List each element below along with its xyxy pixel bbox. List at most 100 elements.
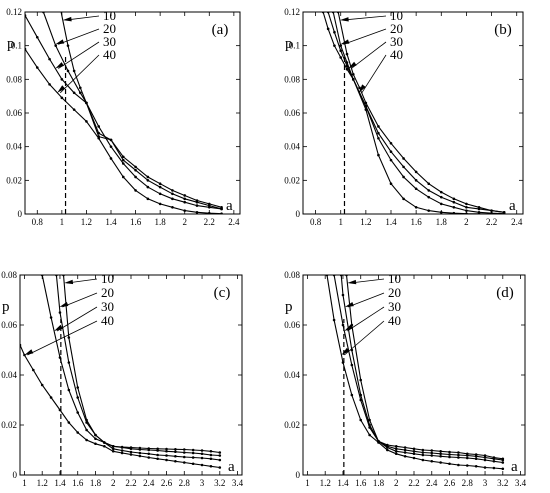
data-point xyxy=(332,318,336,322)
data-point xyxy=(412,456,416,460)
data-point xyxy=(339,275,343,277)
legend-label: 10 xyxy=(388,271,401,286)
x-axis-title: a xyxy=(228,459,235,475)
y-tick-label: 0.06 xyxy=(1,320,17,330)
data-point xyxy=(32,368,35,372)
x-tick-label: 2.4 xyxy=(143,478,155,488)
data-point xyxy=(386,446,389,449)
data-point xyxy=(359,398,363,402)
x-tick-label: 1.6 xyxy=(130,217,142,227)
data-point xyxy=(209,464,213,468)
data-point xyxy=(430,451,434,455)
data-point xyxy=(377,136,380,140)
legend-label: 10 xyxy=(390,8,403,23)
data-point xyxy=(111,444,115,448)
x-tick-label: 1.4 xyxy=(105,217,117,227)
data-point xyxy=(40,275,44,277)
data-point xyxy=(218,466,222,469)
data-point xyxy=(48,83,51,86)
data-point xyxy=(94,433,97,437)
data-point xyxy=(465,454,469,457)
data-point xyxy=(72,108,76,111)
data-point xyxy=(341,361,345,364)
data-point xyxy=(474,457,478,461)
data-point xyxy=(207,204,211,207)
data-point xyxy=(111,447,115,451)
data-point xyxy=(350,393,354,397)
data-point xyxy=(402,165,405,169)
data-point xyxy=(58,311,62,314)
legend-arrow xyxy=(361,54,387,94)
x-tick-label: 1.8 xyxy=(90,478,102,488)
data-point xyxy=(386,448,389,452)
y-axis-title: p xyxy=(285,299,293,315)
data-point xyxy=(220,212,223,214)
legend-label: 40 xyxy=(103,47,116,62)
legend-label: 20 xyxy=(390,21,403,36)
plot-frame xyxy=(24,11,241,215)
data-point xyxy=(129,450,133,454)
plot-frame xyxy=(19,274,243,476)
data-point xyxy=(402,197,405,201)
data-point xyxy=(146,185,150,189)
data-point xyxy=(67,388,71,392)
data-point xyxy=(421,453,425,457)
data-point xyxy=(452,197,456,201)
y-tick-label: 0.04 xyxy=(6,142,22,152)
data-point xyxy=(403,451,407,454)
legend-arrow-head xyxy=(62,16,72,22)
x-axis-title: a xyxy=(509,198,516,214)
data-point xyxy=(183,200,187,204)
data-point xyxy=(333,30,336,34)
data-point xyxy=(35,66,39,69)
x-tick-label: 2.4 xyxy=(228,217,240,227)
data-point xyxy=(67,336,71,339)
x-tick-label: 1.4 xyxy=(337,478,349,488)
legend-arrow-head xyxy=(24,349,34,355)
y-axis-title: p xyxy=(7,36,15,52)
x-tick-label: 2.4 xyxy=(511,217,523,227)
y-tick-label: 0.08 xyxy=(284,270,300,280)
x-tick-label: 0.8 xyxy=(32,217,44,227)
y-tick-label: 0.04 xyxy=(284,142,300,152)
y-tick-label: 0.08 xyxy=(1,270,17,280)
data-point xyxy=(62,275,65,277)
x-tick-label: 2.2 xyxy=(125,478,136,488)
data-point xyxy=(121,175,125,179)
data-point xyxy=(195,200,199,204)
data-point xyxy=(182,451,186,454)
data-point xyxy=(138,454,142,458)
data-point xyxy=(109,157,113,160)
series-line-20 xyxy=(340,275,503,461)
legend-arrow xyxy=(343,28,387,45)
data-point xyxy=(351,78,355,81)
data-point xyxy=(430,449,434,452)
data-point xyxy=(76,396,80,399)
x-tick-label: 3.2 xyxy=(497,478,508,488)
data-point xyxy=(200,449,204,452)
data-point xyxy=(414,179,418,182)
y-tick-label: 0.04 xyxy=(284,370,300,380)
data-point xyxy=(191,462,195,466)
x-tick-label: 2.8 xyxy=(462,478,474,488)
x-tick-label: 2.8 xyxy=(179,478,191,488)
data-point xyxy=(42,12,45,14)
data-point xyxy=(483,466,487,469)
y-tick-label: 0 xyxy=(13,470,18,480)
x-tick-label: 3.2 xyxy=(214,478,225,488)
data-point xyxy=(477,207,481,211)
data-point xyxy=(421,458,425,462)
data-point xyxy=(427,195,431,199)
data-point xyxy=(209,453,213,457)
data-point xyxy=(200,452,204,456)
data-point xyxy=(165,449,168,453)
data-point xyxy=(368,418,371,422)
data-point xyxy=(195,211,199,214)
data-point xyxy=(457,451,460,454)
data-point xyxy=(146,175,150,179)
legend-arrow-head xyxy=(344,301,354,307)
legend-arrow xyxy=(342,15,387,21)
data-point xyxy=(402,175,405,179)
data-point xyxy=(477,212,481,214)
legend-arrow-head xyxy=(59,301,69,307)
